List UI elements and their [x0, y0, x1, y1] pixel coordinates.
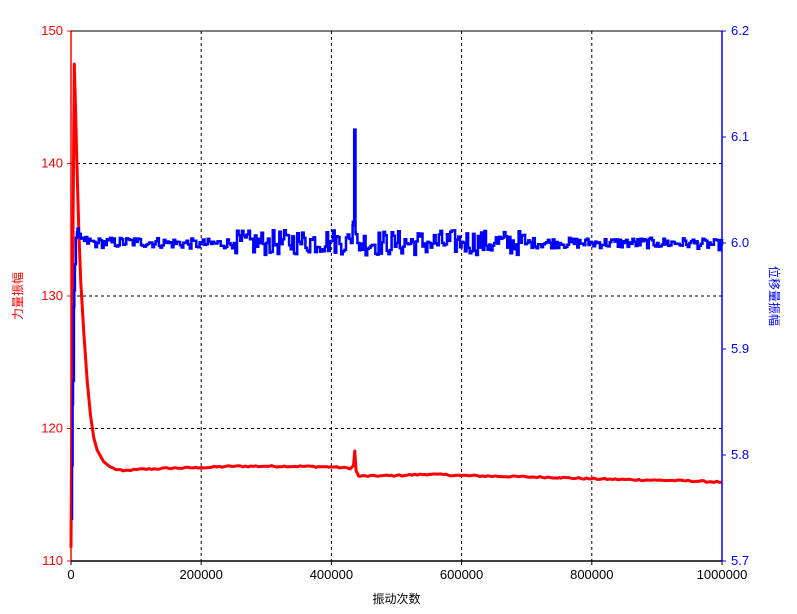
- left-y-tick-label: 150: [41, 23, 63, 38]
- x-tick-label: 800000: [570, 567, 613, 582]
- x-tick-label: 600000: [440, 567, 483, 582]
- left-y-tick-label: 140: [41, 156, 63, 171]
- tick-labels: 0 200000 400000 600000 800000 1000000 110 120 13…: [41, 23, 749, 582]
- x-tick-label: 200000: [180, 567, 223, 582]
- left-y-tick-label: 110: [42, 553, 63, 568]
- x-tick-label: 400000: [310, 567, 353, 582]
- right-y-tick-label: 6.1: [731, 129, 749, 144]
- left-y-tick-label: 130: [41, 288, 63, 303]
- right-y-tick-label: 5.7: [731, 553, 749, 568]
- left-y-tick-label: 120: [41, 421, 63, 436]
- series-line-displacement: [70, 128, 724, 520]
- axes: [67, 30, 726, 565]
- grid-lines: [71, 31, 722, 561]
- right-y-tick-label: 6.2: [731, 23, 749, 38]
- x-tick-label: 0: [67, 567, 74, 582]
- right-y-axis-title: 位移量振幅: [767, 266, 782, 326]
- x-tick-label: 1000000: [697, 567, 748, 582]
- right-y-tick-label: 5.9: [731, 341, 749, 356]
- right-y-tick-label: 5.8: [731, 447, 749, 462]
- series-lines: [69, 62, 724, 548]
- x-axis-title: 振动次数: [372, 591, 420, 606]
- left-y-axis-title: 力量振幅: [10, 272, 25, 320]
- right-y-tick-label: 6.0: [731, 235, 749, 250]
- series-line-force: [69, 62, 723, 548]
